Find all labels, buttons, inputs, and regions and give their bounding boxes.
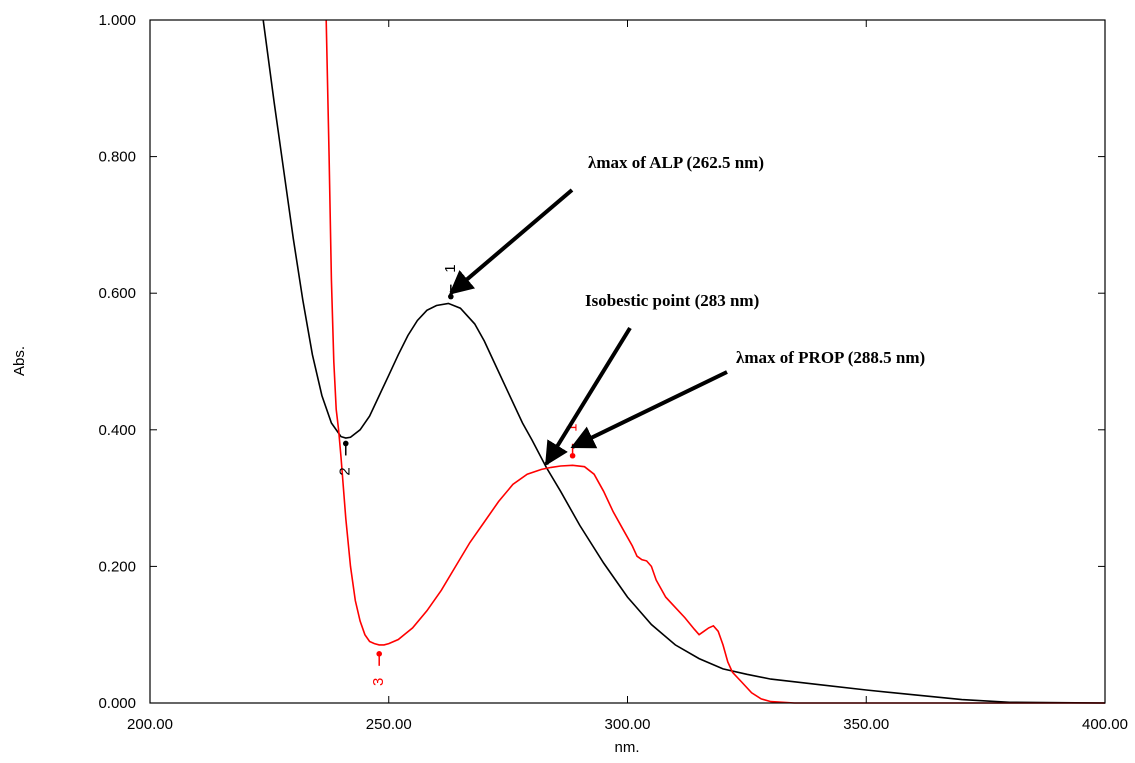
series-line-2	[325, 19, 1105, 704]
plot-frame	[149, 19, 1106, 704]
peak-marker-2: 2	[337, 440, 354, 476]
peak-marker-4: 3	[370, 651, 387, 686]
y-tick-label: 0.200	[98, 558, 136, 575]
annotation-layer: λmax of ALP (262.5 nm) Isobestic point (…	[448, 153, 925, 467]
peak-marker-label: 3	[370, 678, 387, 686]
series-line-1	[262, 19, 1106, 704]
y-tick-label: 1.000	[98, 12, 136, 29]
annotation-label-prop-lambda-max: λmax of PROP (288.5 nm)	[736, 348, 925, 367]
annotation-label-isobestic-point: Isobestic point (283 nm)	[585, 291, 759, 310]
series-layer	[262, 19, 1106, 704]
x-tick-label: 200.00	[127, 716, 173, 733]
annotation-arrow-prop-lambda-max	[570, 370, 728, 449]
y-tick-label: 0.000	[98, 695, 136, 712]
x-tick-label: 300.00	[605, 716, 651, 733]
annotation-arrow-alp-lambda-max	[448, 188, 574, 295]
peak-marker-label: 1	[442, 264, 459, 272]
y-tick-label: 0.800	[98, 149, 136, 166]
x-axis-title: nm.	[614, 739, 639, 756]
peak-marker-1: 1	[442, 264, 459, 300]
x-tick-label: 400.00	[1082, 716, 1128, 733]
annotation-arrow-isobestic-point	[544, 326, 632, 467]
y-tick-label: 0.400	[98, 422, 136, 439]
annotation-label-alp-lambda-max: λmax of ALP (262.5 nm)	[588, 153, 764, 172]
tick-layer: 200.00 250.00 300.00 350.00 400.00 0.000 0.200…	[98, 12, 1127, 733]
y-tick-label: 0.600	[98, 285, 136, 302]
peak-marker-label: 2	[337, 467, 354, 475]
x-tick-label: 350.00	[843, 716, 889, 733]
x-tick-label: 250.00	[366, 716, 412, 733]
y-axis-title: Abs.	[11, 346, 28, 376]
